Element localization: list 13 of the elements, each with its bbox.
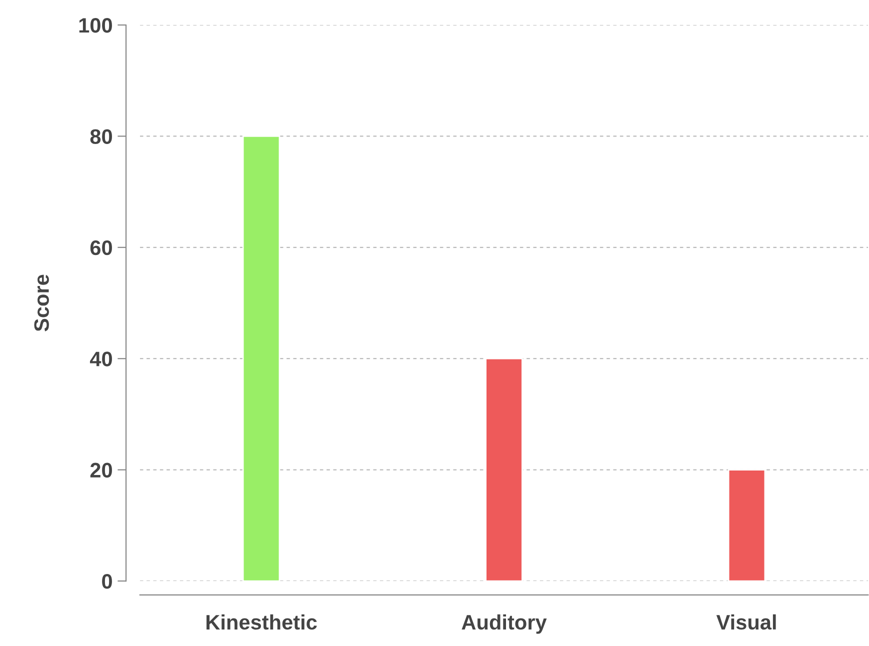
x-tick-label: Auditory [462,614,547,634]
bar [485,358,523,582]
x-tick-label: Kinesthetic [206,614,317,630]
y-tick-label: 100 [79,18,112,33]
bar [242,136,280,582]
y-tick-label: 60 [90,240,112,256]
y-tick-label: 80 [90,129,112,144]
bar [728,469,766,582]
y-axis-title: Score [34,274,49,332]
y-tick-label: 40 [90,352,112,366]
y-tick-label: 0 [102,574,112,589]
y-tick-label: 20 [90,462,112,478]
x-tick-label: Visual [716,614,776,630]
